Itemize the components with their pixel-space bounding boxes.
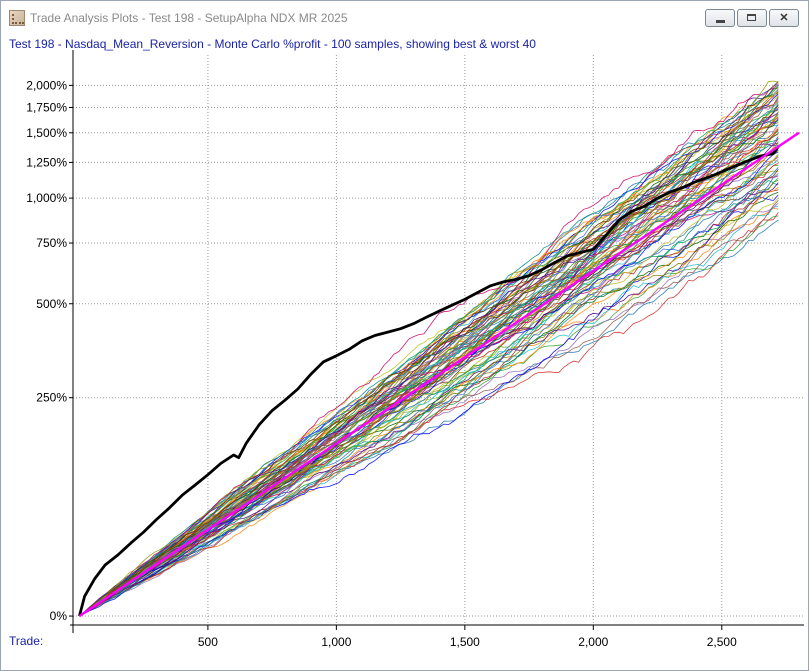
maximize-icon[interactable] xyxy=(737,9,767,27)
minimize-icon[interactable] xyxy=(705,9,735,27)
monte-carlo-sample-line xyxy=(79,90,779,617)
chart-title: Test 198 - Nasdaq_Mean_Reversion - Monte… xyxy=(9,37,536,51)
window-title: Trade Analysis Plots - Test 198 - SetupA… xyxy=(30,11,348,25)
monte-carlo-sample-line xyxy=(79,91,779,617)
close-icon[interactable] xyxy=(769,9,799,27)
monte-carlo-sample-line xyxy=(79,200,779,617)
monte-carlo-sample-line xyxy=(79,87,779,617)
monte-carlo-sample-line xyxy=(79,81,779,617)
x-tick-label: 1,500 xyxy=(450,635,480,649)
x-tick-label: 1,000 xyxy=(321,635,351,649)
y-tick-label: 0% xyxy=(50,609,68,623)
mean-series-line xyxy=(78,131,800,618)
monte-carlo-sample-line xyxy=(79,205,779,617)
y-tick-label: 2,000% xyxy=(26,78,67,92)
grid-lines xyxy=(73,55,804,625)
x-tick-label: 2,000 xyxy=(578,635,608,649)
monte-carlo-samples xyxy=(79,80,779,617)
tick-labels: 500 1,000 1,500 2,000 2,500 0% 250% 500% 750% 1,0… xyxy=(26,78,737,649)
chart-app-icon xyxy=(9,10,25,26)
y-tick-label: 1,500% xyxy=(26,126,67,140)
x-tick-label: 500 xyxy=(198,635,218,649)
main-series xyxy=(78,131,800,618)
y-tick-label: 500% xyxy=(36,297,67,311)
monte-carlo-sample-line xyxy=(79,194,779,617)
y-tick-label: 1,750% xyxy=(26,100,67,114)
x-tick-label: 2,500 xyxy=(707,635,737,649)
monte-carlo-sample-line xyxy=(79,202,779,617)
monte-carlo-sample-line xyxy=(79,94,779,617)
monte-carlo-sample-line xyxy=(79,219,779,617)
x-axis-prefix-label: Trade: xyxy=(9,634,44,648)
y-tick-label: 1,000% xyxy=(26,191,67,205)
y-tick-label: 750% xyxy=(36,236,67,250)
title-bar[interactable]: Trade Analysis Plots - Test 198 - SetupA… xyxy=(1,1,808,35)
axes xyxy=(69,50,804,633)
y-tick-label: 250% xyxy=(36,391,67,405)
y-tick-label: 1,250% xyxy=(26,155,67,169)
monte-carlo-sample-line xyxy=(79,108,779,617)
monte-carlo-sample-line xyxy=(79,105,779,617)
monte-carlo-sample-line xyxy=(79,212,779,617)
actual-series-line xyxy=(78,145,780,617)
monte-carlo-sample-line xyxy=(79,104,779,617)
monte-carlo-sample-line xyxy=(79,80,779,617)
